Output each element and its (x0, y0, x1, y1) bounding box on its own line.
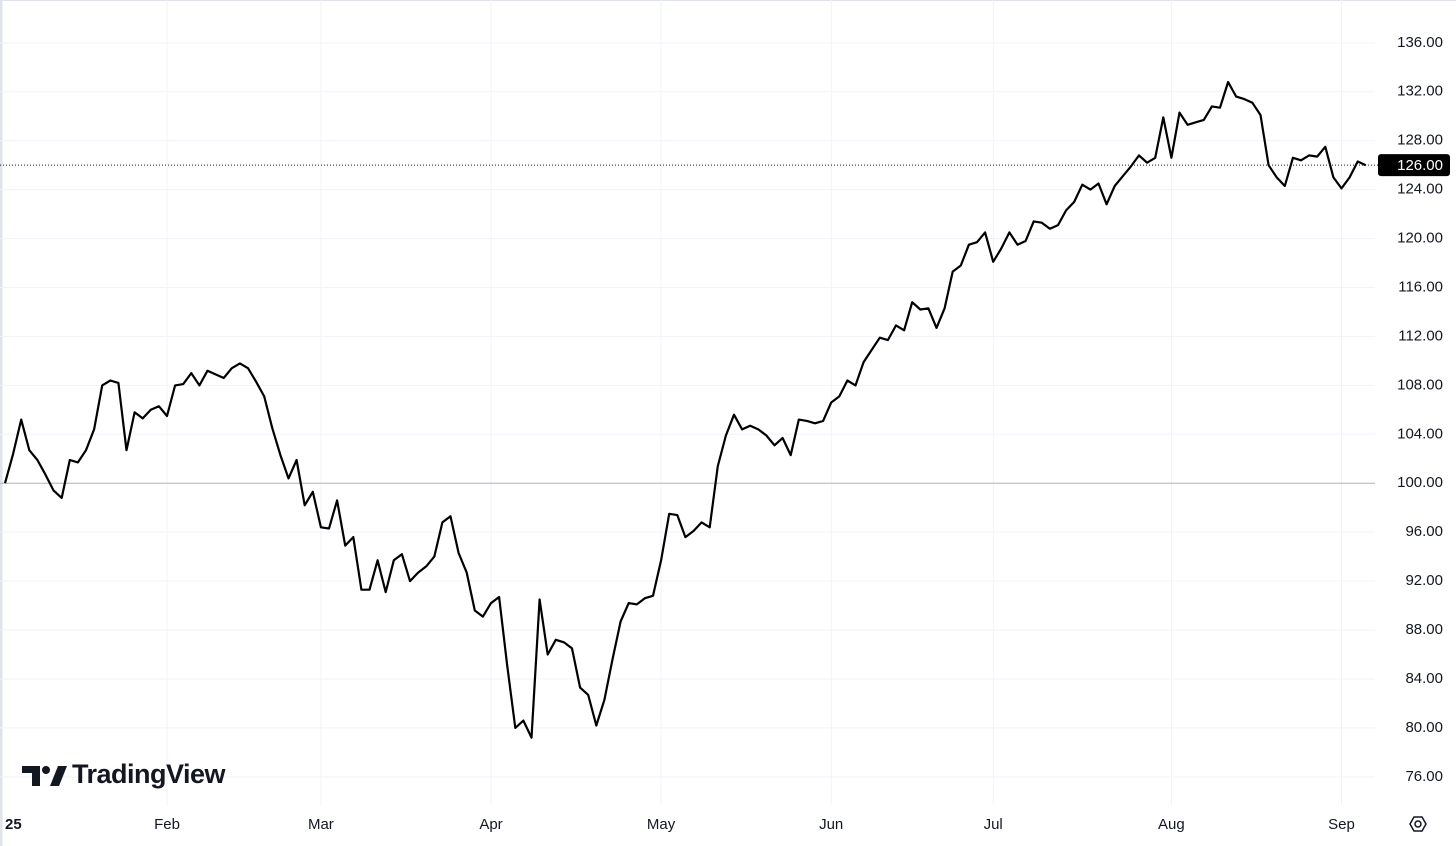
settings-icon[interactable] (1409, 816, 1427, 832)
last-price-box (1378, 154, 1450, 177)
logo-part (22, 766, 40, 786)
x-tick-label: Mar (308, 816, 334, 833)
x-tick-label: Jun (819, 816, 843, 833)
x-tick-label: Jul (984, 816, 1003, 833)
y-tick-label: 100.00 (1397, 474, 1443, 491)
x-tick-label: Apr (479, 816, 502, 833)
plot (3, 80, 1367, 739)
last-price-label: 126.00 (1397, 157, 1443, 174)
y-tick-label: 104.00 (1397, 425, 1443, 442)
settings-hexagon[interactable] (1409, 816, 1427, 832)
y-tick-label: 92.00 (1405, 572, 1443, 589)
y-tick-label: 108.00 (1397, 376, 1443, 393)
watermark-text: TradingView (72, 759, 227, 789)
settings-dot[interactable] (1414, 820, 1422, 828)
y-tick-label: 136.00 (1397, 34, 1443, 51)
x-tick-label: Feb (154, 816, 180, 833)
x-tick-label: May (647, 816, 676, 833)
y-tick-label: 124.00 (1397, 181, 1443, 198)
watermark: TradingView (22, 759, 227, 789)
y-tick-label: 76.00 (1405, 768, 1443, 785)
y-tick-label: 132.00 (1397, 83, 1443, 100)
logo-part (50, 766, 67, 786)
y-tick-label: 112.00 (1398, 327, 1443, 344)
x-tick-label: 25 (5, 816, 22, 833)
x-tick-label: Aug (1158, 816, 1185, 833)
y-tick-label: 84.00 (1405, 670, 1443, 687)
y-tick-label: 120.00 (1397, 230, 1443, 247)
price-line (3, 80, 1367, 739)
y-tick-label: 116.00 (1398, 278, 1443, 295)
grid (0, 0, 1375, 805)
y-tick-label: 88.00 (1405, 621, 1443, 638)
logo-part (42, 766, 50, 774)
y-tick-label: 96.00 (1405, 523, 1443, 540)
x-tick-label: Sep (1328, 816, 1355, 833)
y-tick-label: 128.00 (1397, 132, 1443, 149)
y-tick-label: 80.00 (1405, 719, 1443, 736)
